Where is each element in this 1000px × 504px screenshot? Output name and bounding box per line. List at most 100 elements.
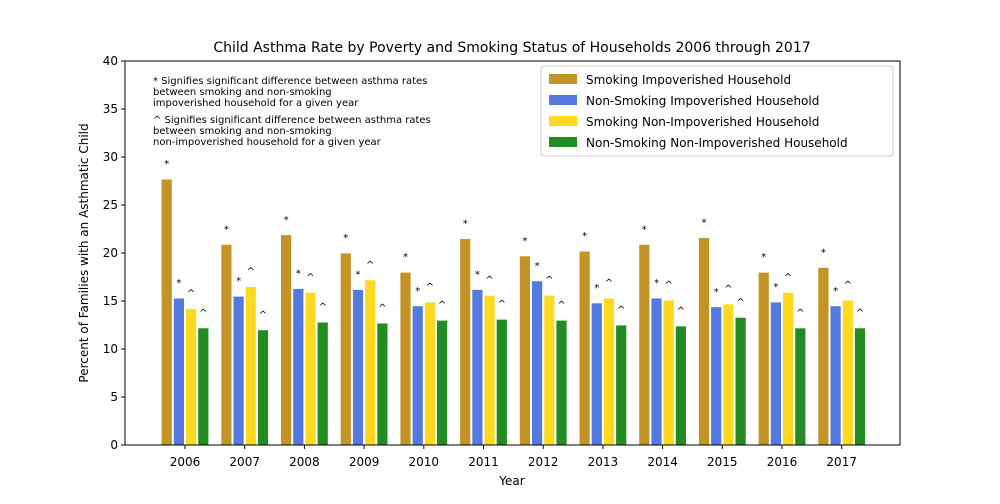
significance-marker: ^	[844, 280, 852, 291]
y-axis: 0 5 10 15 20 25 30 35 40	[103, 54, 125, 452]
significance-marker: ^	[247, 267, 255, 278]
significance-note: non-impoverished household for a given y…	[153, 137, 382, 148]
x-tick-label: 2014	[647, 455, 678, 469]
bar	[722, 303, 735, 446]
bar	[770, 301, 782, 446]
bar	[399, 271, 412, 446]
bars-layer	[160, 178, 866, 446]
significance-marker: ^	[485, 275, 493, 286]
y-tick-label: 30	[103, 150, 118, 164]
bar	[232, 295, 245, 446]
significance-markers: * * * * * * * * * * * * * * * * * * * * * * * * ^ ^ ^ ^ ^ ^ ^ ^ ^ ^ ^ ^ ^ ^ ^ ^…	[164, 159, 864, 321]
bar	[376, 322, 389, 446]
x-tick-label: 2010	[409, 455, 440, 469]
x-tick-label: 2016	[767, 455, 798, 469]
bar	[257, 329, 269, 446]
bar	[555, 319, 568, 446]
significance-marker: ^	[545, 275, 553, 286]
bar	[436, 319, 449, 446]
y-tick-label: 10	[103, 342, 118, 356]
significance-marker: *	[284, 215, 289, 226]
bar	[854, 327, 866, 446]
bar	[638, 243, 651, 446]
bar	[841, 299, 854, 446]
significance-marker: *	[236, 276, 241, 287]
y-tick-label: 20	[103, 246, 118, 260]
significance-marker: *	[714, 287, 719, 298]
significance-marker: ^	[736, 297, 744, 308]
bar	[519, 255, 531, 446]
significance-note: impoverished household for a given year	[153, 98, 359, 109]
bar	[339, 252, 352, 446]
bar	[280, 234, 293, 446]
x-tick-label: 2015	[707, 455, 738, 469]
legend-swatch	[549, 74, 577, 84]
bar	[185, 308, 198, 446]
bar	[578, 250, 591, 446]
x-tick-label: 2011	[468, 455, 499, 469]
bar	[734, 316, 747, 446]
y-tick-label: 40	[103, 54, 118, 68]
significance-marker: ^	[796, 308, 804, 319]
significance-marker: ^	[665, 280, 673, 291]
legend: Smoking Impoverished Household Non-Smokin…	[540, 65, 894, 157]
significance-note: * Signifies significant difference betwe…	[153, 76, 427, 87]
bar	[495, 318, 508, 446]
significance-marker: *	[821, 247, 826, 258]
bar	[829, 305, 842, 446]
significance-marker: ^	[306, 272, 314, 283]
bar	[352, 289, 364, 446]
significance-marker: ^	[605, 278, 613, 289]
bar	[244, 286, 257, 446]
significance-marker: *	[415, 286, 420, 297]
significance-marker: *	[463, 219, 468, 230]
significance-marker: *	[296, 269, 301, 280]
significance-marker: *	[833, 286, 838, 297]
significance-notes: * Signifies significant difference betwe…	[153, 76, 431, 148]
bar	[603, 297, 615, 446]
bar	[304, 291, 317, 446]
significance-marker: *	[343, 233, 348, 244]
bar	[543, 294, 556, 446]
significance-marker: ^	[856, 308, 864, 319]
bar	[160, 178, 173, 446]
significance-marker: *	[356, 269, 361, 280]
significance-marker: *	[164, 159, 169, 170]
significance-marker: ^	[187, 289, 195, 300]
bar	[459, 238, 472, 446]
significance-marker: *	[224, 224, 229, 235]
bar	[710, 306, 723, 446]
x-tick-label: 2017	[826, 455, 857, 469]
bar	[757, 271, 770, 446]
x-tick-label: 2007	[229, 455, 260, 469]
significance-marker: ^	[677, 306, 685, 317]
y-tick-label: 5	[110, 390, 118, 404]
legend-label: Non-Smoking Non-Impoverished Household	[586, 136, 848, 150]
significance-marker: ^	[784, 272, 792, 283]
y-tick-label: 0	[110, 438, 118, 452]
bar	[197, 327, 210, 446]
x-tick-label: 2009	[349, 455, 380, 469]
legend-label: Smoking Non-Impoverished Household	[586, 115, 819, 129]
significance-marker: ^	[366, 260, 374, 271]
legend-swatch	[549, 116, 577, 126]
bar	[471, 289, 484, 446]
chart-title: Child Asthma Rate by Poverty and Smoking…	[213, 40, 810, 56]
y-tick-label: 35	[103, 102, 118, 116]
significance-marker: ^	[259, 310, 267, 321]
legend-label: Smoking Impoverished Household	[586, 73, 791, 87]
significance-note: between smoking and non-smoking	[153, 87, 332, 98]
bar	[794, 327, 807, 446]
bar	[650, 297, 663, 446]
bar	[698, 237, 710, 446]
x-axis-label: Year	[498, 474, 524, 488]
significance-marker: *	[176, 278, 181, 289]
y-axis-label: Percent of Families with an Asthmatic Ch…	[77, 123, 91, 382]
bar	[675, 325, 687, 446]
x-tick-label: 2006	[170, 455, 201, 469]
significance-marker: *	[654, 278, 659, 289]
significance-marker: ^	[617, 305, 625, 316]
x-axis: 2006 2007 2008 2009 2010 2011 2012 2013 2014 2015…	[170, 445, 857, 469]
